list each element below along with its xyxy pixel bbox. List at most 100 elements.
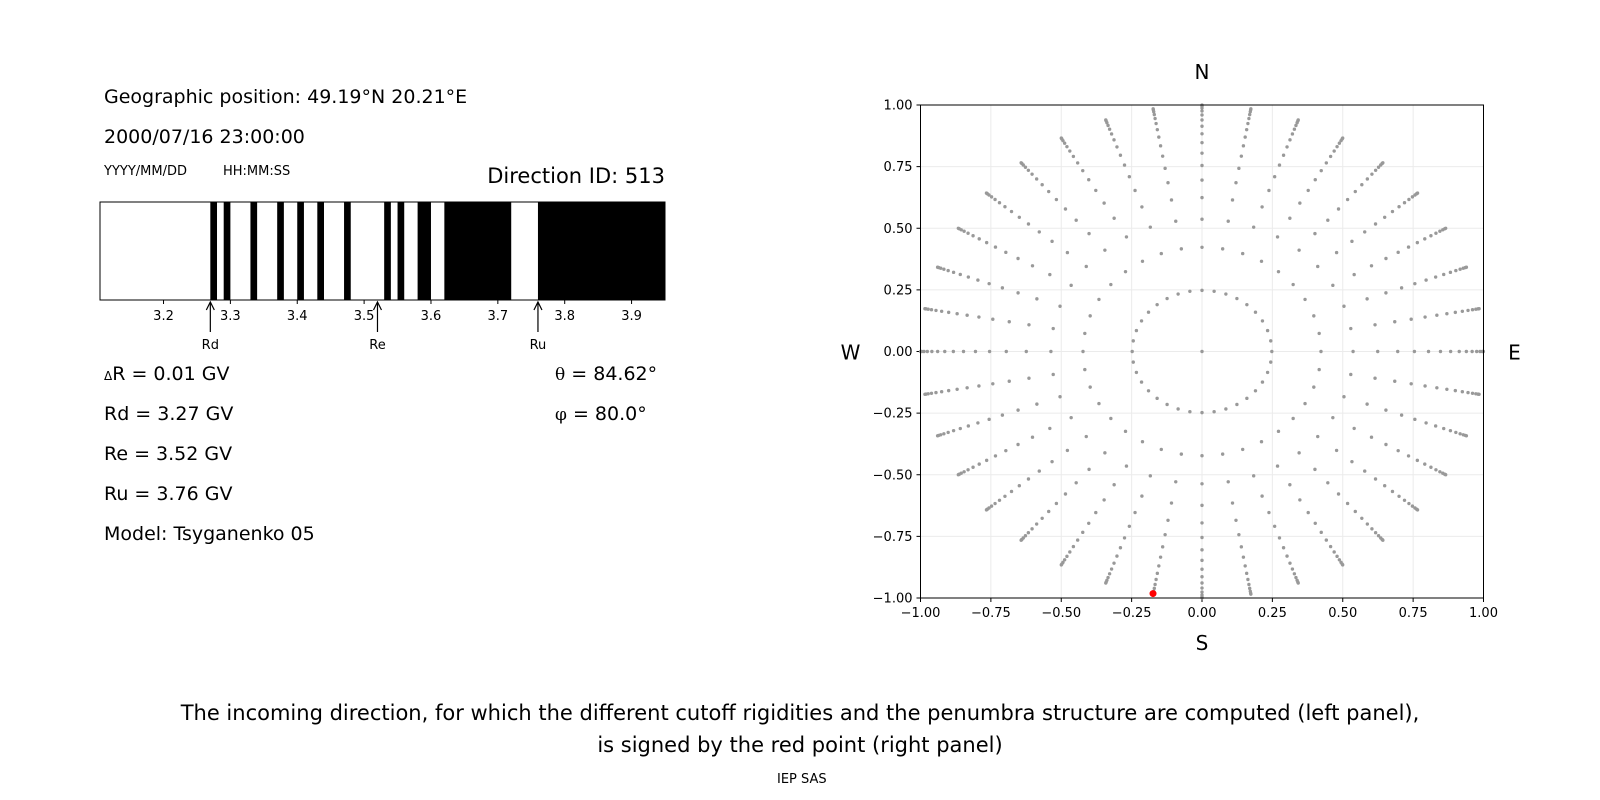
grid-point [984,191,989,195]
grid-point [1088,314,1092,318]
grid-point [1159,447,1164,452]
y-tick-label: −0.25 [873,407,913,422]
grid-point [1200,124,1204,128]
grid-point [1200,586,1204,590]
grid-point [958,426,962,431]
grid-point [1373,168,1378,172]
grid-point [935,434,940,438]
grid-point [1160,154,1165,158]
grid-point [1062,558,1067,562]
grid-point [1163,532,1167,537]
grid-point [1083,331,1087,336]
grid-point [1453,310,1458,315]
grid-point [1109,567,1114,571]
grid-point [1051,326,1055,331]
grid-point [1200,245,1204,250]
grid-point [1112,216,1116,220]
grid-point [1023,534,1028,538]
grid-point [1332,149,1336,153]
grid-point [1200,118,1204,122]
grid-point [1200,575,1204,579]
grid-point [1288,138,1292,142]
grid-point [1200,288,1204,293]
grid-point [1342,304,1346,308]
grid-point [1313,467,1317,472]
grid-point [1350,459,1354,464]
grid-point [1200,109,1204,113]
grid-point [1324,161,1329,165]
grid-point [1224,292,1228,296]
grid-point [1240,447,1245,452]
grid-point [1410,195,1415,199]
grid-point [1026,477,1031,481]
grid-point [1294,575,1298,580]
grid-point [1466,390,1470,395]
grid-point [943,349,947,354]
grid-point [1107,572,1112,576]
grid-point [1016,291,1020,295]
grid-point [1123,429,1128,434]
grid-point [1272,175,1277,179]
grid-point [1200,132,1204,136]
grid-point [942,267,946,271]
grid-point [946,268,950,273]
grid-point [1265,370,1270,375]
grid-point [1369,264,1374,268]
grid-point [1019,161,1023,165]
grid-point [993,501,997,506]
grid-point [961,349,966,354]
grid-point [1352,426,1356,431]
grid-point [1075,538,1080,542]
grid-point [1247,116,1251,121]
grid-point [1464,434,1469,438]
grid-point [1460,309,1465,314]
grid-point [951,428,956,433]
grid-point [1069,283,1073,288]
grid-point [1068,149,1072,153]
grid-point [1155,127,1160,132]
grid-point [1154,577,1158,582]
grid-point [1246,121,1250,126]
grid-point [1094,510,1098,515]
grid-point [1270,349,1274,354]
phi-symbol: φ [555,405,567,425]
grid-point [1470,308,1475,312]
grid-point [1030,435,1035,439]
grid-point [1350,239,1354,244]
grid-point [1155,302,1159,307]
grid-point [1470,349,1474,354]
grid-point [962,470,966,474]
grid-point [1251,225,1256,229]
delta-r-value: ΔR = 0.01 GV [104,365,229,384]
grid-point [987,281,991,286]
grid-point [1104,118,1108,122]
grid-point [1316,434,1320,439]
grid-point [1200,590,1204,594]
grid-point [1054,501,1059,506]
marker-label-ru: Ru [530,338,547,353]
grid-point [1466,308,1470,313]
grid-point [1037,230,1041,234]
grid-point [1153,582,1157,587]
grid-point [1448,349,1453,354]
grid-point [1003,494,1007,498]
grid-point [1324,538,1329,542]
grid-point [1166,518,1170,522]
grid-point [1424,278,1428,282]
grid-point [1326,218,1330,222]
grid-point [1457,349,1461,354]
grid-point [1123,269,1128,274]
grid-point [1007,320,1011,324]
grid-point [984,240,989,245]
x-tick-label: 3.3 [220,309,241,324]
grid-point [1200,581,1204,585]
grid-point [1106,575,1110,580]
grid-point [997,201,1002,205]
geo-position: Geographic position: 49.19°N 20.21°E [104,86,468,108]
grid-point [1448,270,1453,275]
grid-point [1412,349,1417,354]
grid-point [1399,413,1404,417]
grid-point [1140,259,1145,263]
grid-point [1063,492,1068,496]
